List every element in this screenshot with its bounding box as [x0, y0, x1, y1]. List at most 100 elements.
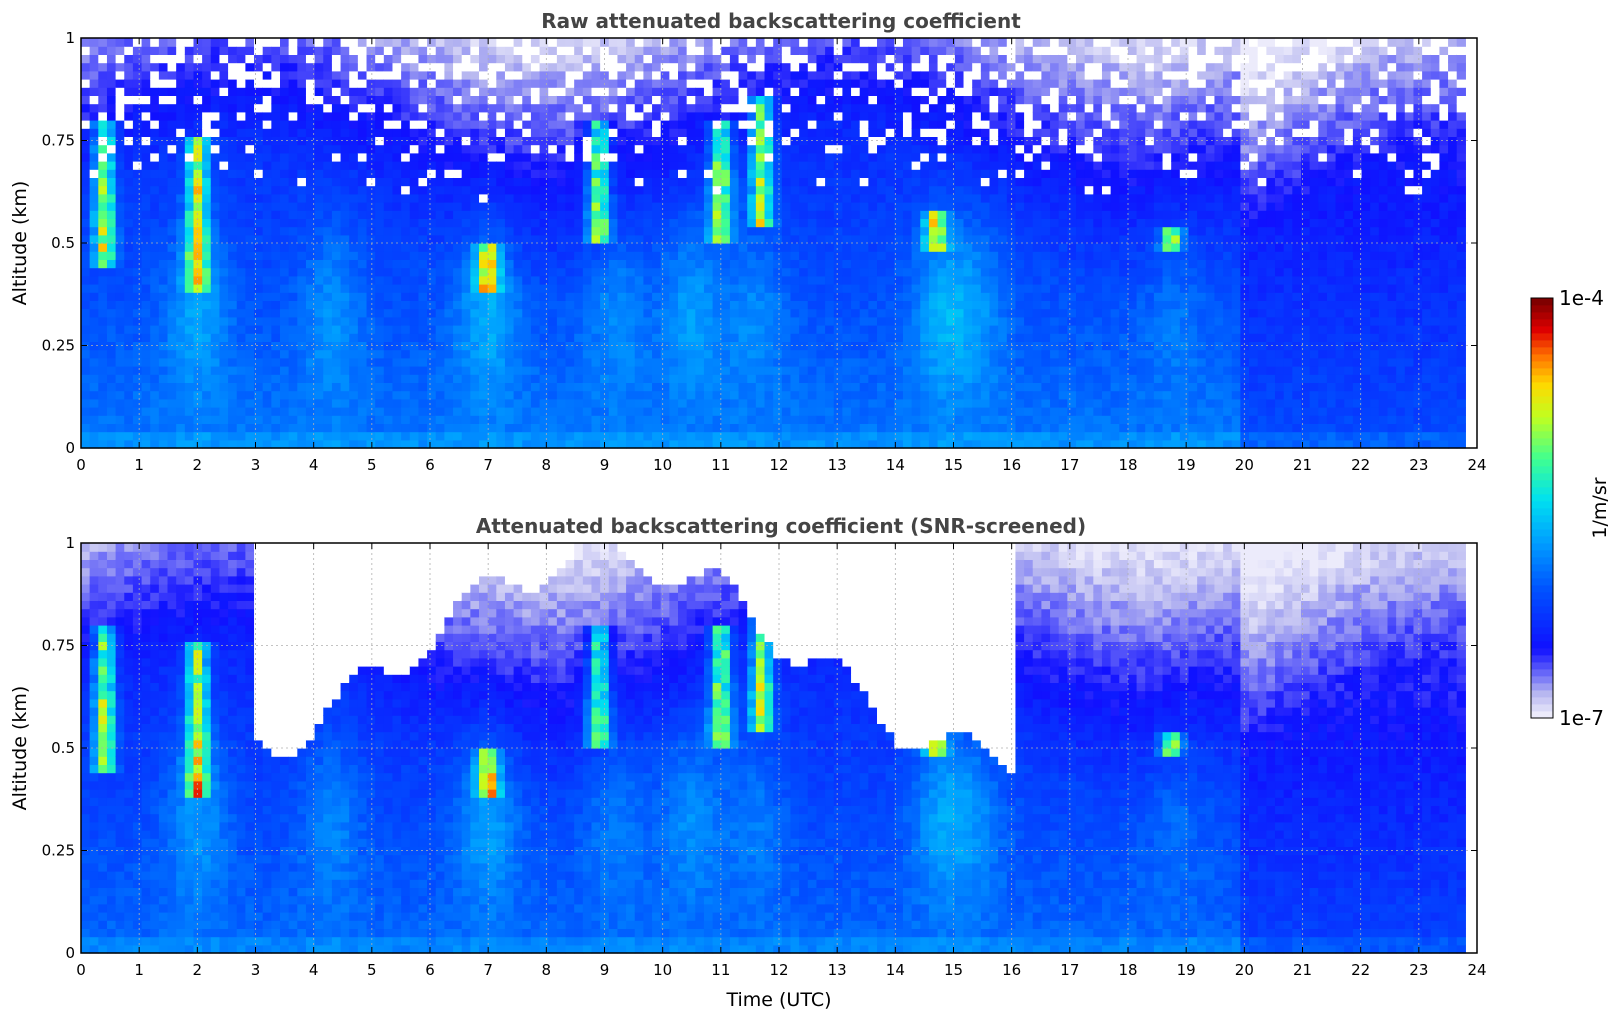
- heatmap-cell: [98, 423, 108, 433]
- heatmap-cell: [591, 366, 601, 375]
- heatmap-cell: [297, 325, 307, 334]
- heatmap-cell: [807, 128, 818, 137]
- heatmap-cell: [228, 38, 238, 47]
- heatmap-cell: [548, 152, 558, 162]
- heatmap-cell: [375, 218, 385, 228]
- heatmap-cell: [392, 243, 402, 252]
- heatmap-cell: [401, 226, 411, 236]
- heatmap-cell: [461, 46, 471, 55]
- heatmap-cell: [504, 349, 515, 359]
- heatmap-cell: [582, 38, 593, 47]
- heatmap-cell: [608, 38, 619, 47]
- heatmap-cell: [202, 382, 212, 392]
- heatmap-cell: [124, 103, 134, 113]
- heatmap-cell: [132, 70, 143, 80]
- heatmap-cell: [928, 226, 939, 236]
- heatmap-cell: [582, 243, 593, 252]
- heatmap-cell: [773, 292, 783, 301]
- heatmap-cell: [600, 177, 610, 187]
- heatmap-cell: [323, 398, 333, 408]
- heatmap-cell: [228, 103, 238, 113]
- heatmap-cell: [280, 275, 290, 285]
- heatmap-cell: [859, 357, 869, 367]
- heatmap-cell: [357, 349, 368, 359]
- heatmap-cell: [132, 439, 143, 449]
- heatmap-cell: [375, 398, 385, 408]
- heatmap-cell: [280, 161, 290, 170]
- heatmap-cell: [911, 46, 921, 55]
- heatmap-cell: [868, 152, 878, 162]
- heatmap-cell: [513, 226, 523, 236]
- heatmap-cell: [556, 374, 567, 383]
- heatmap-cell: [851, 161, 861, 170]
- heatmap-cell: [479, 325, 489, 334]
- heatmap-cell: [790, 382, 800, 392]
- heatmap-cell: [928, 193, 939, 203]
- heatmap-cell: [444, 407, 454, 416]
- heatmap-cell: [825, 284, 835, 293]
- heatmap-cell: [799, 259, 809, 269]
- heatmap-cell: [193, 38, 203, 47]
- heatmap-cell: [288, 210, 298, 219]
- heatmap-cell: [349, 111, 359, 121]
- heatmap-cell: [833, 374, 843, 383]
- heatmap-cell: [626, 87, 636, 96]
- heatmap-cell: [383, 152, 394, 162]
- heatmap-cell: [349, 70, 359, 80]
- heatmap-cell: [297, 193, 307, 203]
- heatmap-cell: [479, 46, 489, 55]
- heatmap-cell: [643, 161, 653, 170]
- heatmap-cell: [591, 308, 601, 318]
- heatmap-cell: [790, 144, 800, 154]
- heatmap-cell: [825, 144, 835, 154]
- heatmap-cell: [669, 415, 679, 424]
- heatmap-cell: [669, 95, 679, 105]
- heatmap-cell: [851, 316, 861, 326]
- heatmap-cell: [868, 284, 878, 293]
- heatmap-cell: [695, 316, 705, 326]
- heatmap-cell: [383, 54, 394, 64]
- heatmap-cell: [859, 415, 869, 424]
- heatmap-cell: [210, 177, 221, 187]
- heatmap-cell: [176, 243, 186, 252]
- heatmap-cell: [150, 210, 160, 219]
- heatmap-cell: [669, 374, 679, 383]
- heatmap-cell: [755, 234, 766, 244]
- heatmap-cell: [115, 103, 125, 113]
- heatmap-cell: [193, 333, 203, 342]
- heatmap-cell: [409, 87, 420, 96]
- heatmap-cell: [132, 415, 143, 424]
- heatmap-cell: [470, 398, 480, 408]
- heatmap-cell: [487, 267, 497, 277]
- heatmap-cell: [418, 136, 428, 146]
- heatmap-cell: [401, 366, 411, 375]
- heatmap-cell: [89, 218, 99, 228]
- heatmap-cell: [877, 333, 887, 342]
- heatmap-cell: [902, 210, 913, 219]
- heatmap-cell: [825, 87, 835, 96]
- heatmap-cell: [487, 46, 497, 55]
- heatmap-cell: [582, 316, 593, 326]
- heatmap-cell: [271, 407, 281, 416]
- heatmap-cell: [202, 111, 212, 121]
- heatmap-cell: [565, 316, 575, 326]
- heatmap-cell: [885, 431, 895, 441]
- heatmap-cell: [851, 439, 861, 449]
- heatmap-cell: [755, 95, 766, 105]
- heatmap-cell: [574, 54, 584, 64]
- heatmap-cell: [781, 218, 792, 228]
- heatmap-cell: [548, 234, 558, 244]
- heatmap-cell: [202, 366, 212, 375]
- heatmap-cell: [660, 341, 670, 351]
- heatmap-cell: [686, 62, 696, 72]
- heatmap-cell: [280, 439, 290, 449]
- heatmap-cell: [193, 325, 203, 334]
- heatmap-cell: [124, 341, 134, 351]
- heatmap-cell: [617, 390, 627, 400]
- heatmap-cell: [565, 136, 575, 146]
- heatmap-cell: [738, 111, 748, 121]
- heatmap-cell: [833, 54, 843, 64]
- heatmap-cell: [530, 128, 541, 137]
- heatmap-cell: [608, 259, 619, 269]
- heatmap-cell: [184, 439, 195, 449]
